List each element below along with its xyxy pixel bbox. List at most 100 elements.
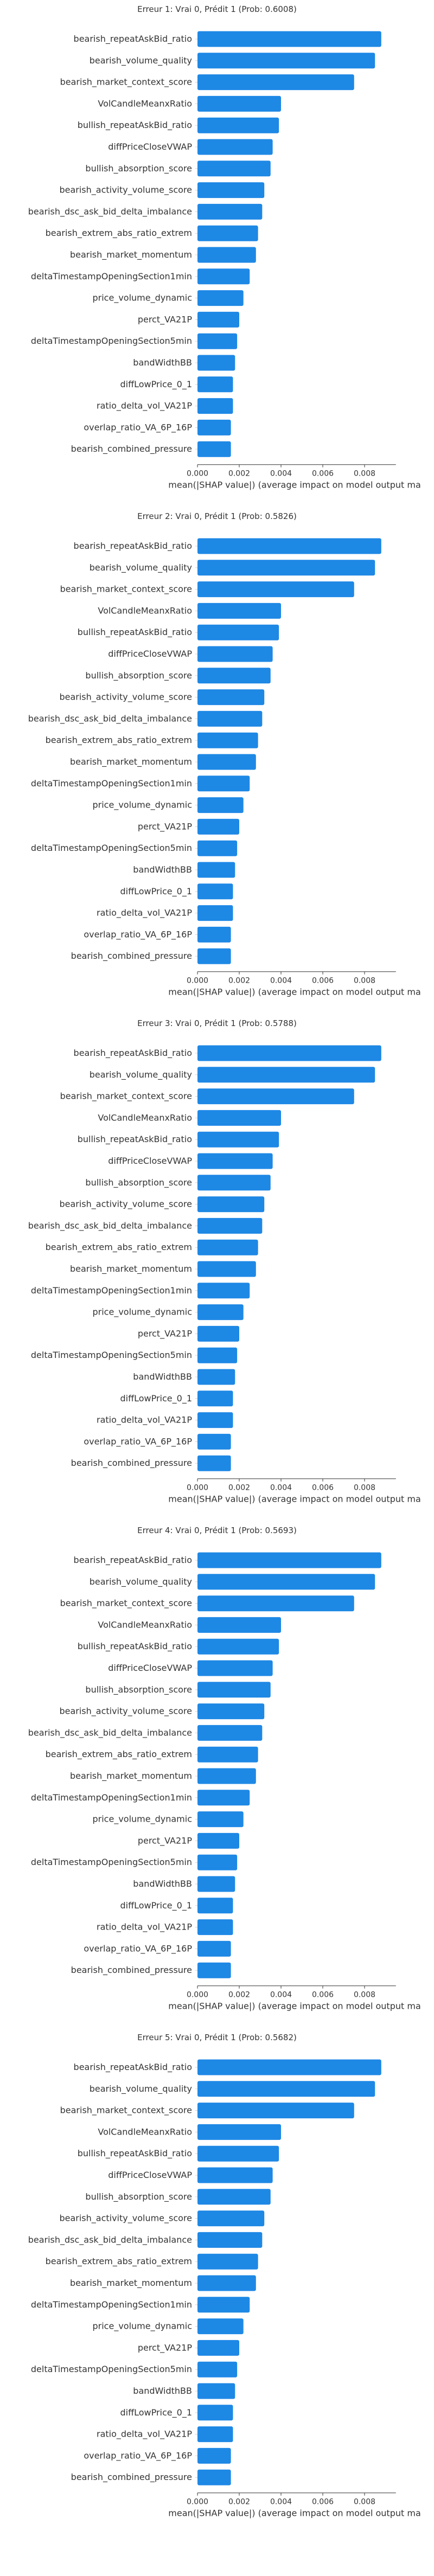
category-label: overlap_ratio_VA_6P_16P (84, 929, 192, 940)
category-label: overlap_ratio_VA_6P_16P (84, 1436, 192, 1447)
shap-bar (197, 2361, 238, 2378)
category-label: deltaTimestampOpeningSection5min (31, 1857, 192, 1867)
shap-bar (197, 247, 256, 263)
x-axis-label: mean(|SHAP value|) (average impact on mo… (168, 480, 420, 490)
x-tick-label: 0.006 (312, 2498, 334, 2507)
shap-bar (197, 1617, 281, 1633)
shap-bar (197, 1433, 231, 1450)
x-tick-label: 0.006 (312, 1484, 334, 1492)
shap-bar (197, 560, 375, 576)
category-label: bearish_combined_pressure (71, 1458, 192, 1469)
shap-bar-chart: Erreur 5: Vrai 0, Prédit 1 (Prob: 0.5682… (28, 2033, 421, 2519)
shap-bar (197, 1067, 375, 1083)
category-label: bullish_repeatAskBid_ratio (78, 1134, 192, 1145)
category-label: bearish_market_momentum (70, 757, 192, 767)
category-label: bearish_market_momentum (70, 249, 192, 260)
shap-bar (197, 905, 233, 921)
x-tick-label: 0.002 (228, 1991, 250, 2000)
shap-bar (197, 1390, 233, 1407)
category-label: bearish_dsc_ask_bid_delta_imbalance (28, 1727, 192, 1738)
shap-bar (197, 139, 273, 155)
shap-bar (197, 2426, 233, 2443)
category-label: deltaTimestampOpeningSection1min (31, 2299, 192, 2310)
chart-title: Erreur 1: Vrai 0, Prédit 1 (Prob: 0.6008… (137, 4, 297, 14)
shap-bar (197, 689, 265, 706)
category-label: bandWidthBB (133, 1372, 192, 1382)
shap-bar (197, 2167, 273, 2183)
category-label: diffPriceCloseVWAP (108, 1663, 192, 1673)
shap-bar (197, 268, 250, 285)
category-label: bullish_absorption_score (85, 163, 192, 174)
category-label: VolCandleMeanxRatio (98, 1112, 192, 1123)
shap-bar (197, 1919, 233, 1936)
shap-bar (197, 862, 235, 878)
shap-bar (197, 1455, 231, 1471)
shap-bar-chart: Erreur 2: Vrai 0, Prédit 1 (Prob: 0.5826… (28, 511, 421, 997)
shap-bar (197, 398, 233, 414)
x-axis-label: mean(|SHAP value|) (average impact on mo… (168, 1494, 420, 1504)
x-tick-label: 0.004 (270, 1991, 292, 2000)
x-tick-label: 0.008 (354, 977, 375, 985)
category-label: bandWidthBB (133, 864, 192, 875)
category-label: bearish_market_context_score (60, 584, 192, 595)
category-label: bearish_repeatAskBid_ratio (74, 1555, 192, 1566)
x-tick-label: 0.008 (354, 2498, 375, 2507)
shap-bar (197, 441, 231, 457)
category-label: bearish_combined_pressure (71, 1965, 192, 1976)
category-label: price_volume_dynamic (93, 1307, 193, 1318)
category-label: bearish_market_context_score (60, 1091, 192, 1102)
shap-bar (197, 203, 263, 220)
shap-bar (197, 311, 239, 328)
x-tick-label: 0.006 (312, 1991, 334, 2000)
category-label: perct_VA21P (138, 1835, 193, 1846)
shap-bar (197, 2340, 239, 2356)
category-label: bearish_activity_volume_score (59, 2213, 192, 2224)
shap-bar (197, 1196, 265, 1213)
shap-bar (197, 668, 271, 684)
category-label: bearish_market_context_score (60, 2105, 192, 2116)
shap-bar (197, 883, 233, 900)
shap-bar (197, 117, 279, 133)
shap-bar (197, 1703, 265, 1720)
shap-bar (197, 2103, 354, 2119)
shap-bar (197, 1962, 231, 1978)
shap-bar (197, 1768, 256, 1784)
category-label: overlap_ratio_VA_6P_16P (84, 422, 192, 433)
shap-bar (197, 2447, 231, 2464)
category-label: price_volume_dynamic (93, 293, 193, 304)
category-label: price_volume_dynamic (93, 800, 193, 811)
chart-title: Erreur 2: Vrai 0, Prédit 1 (Prob: 0.5826… (137, 511, 297, 521)
shap-bar (197, 581, 354, 598)
shap-bar-chart: Erreur 3: Vrai 0, Prédit 1 (Prob: 0.5788… (28, 1018, 421, 1504)
category-label: ratio_delta_vol_VA21P (97, 1922, 192, 1933)
category-label: VolCandleMeanxRatio (98, 98, 192, 108)
shap-bar (197, 797, 244, 813)
shap-bar (197, 732, 258, 748)
chart-title: Erreur 4: Vrai 0, Prédit 1 (Prob: 0.5693… (137, 1526, 297, 1535)
shap-bar (197, 1790, 250, 1806)
shap-bar (197, 624, 279, 640)
shap-bar (197, 1595, 354, 1612)
category-label: diffLowPrice_0_1 (120, 886, 192, 897)
shap-bar (197, 333, 238, 349)
category-label: diffLowPrice_0_1 (120, 1900, 192, 1911)
category-label: bearish_activity_volume_score (59, 692, 192, 703)
shap-bar (197, 74, 354, 91)
shap-bar (197, 419, 231, 435)
x-tick-label: 0.002 (228, 977, 250, 985)
shap-bar (197, 53, 375, 69)
category-label: bearish_extrem_abs_ratio_extrem (46, 2256, 192, 2267)
shap-bar (197, 538, 381, 554)
shap-bar (197, 2210, 265, 2227)
category-label: ratio_delta_vol_VA21P (97, 401, 192, 412)
shap-bar (197, 2081, 375, 2097)
shap-bar (197, 1217, 263, 1234)
shap-bar (197, 1239, 258, 1255)
category-label: bearish_repeatAskBid_ratio (74, 2062, 192, 2073)
category-label: perct_VA21P (138, 821, 193, 832)
category-label: bearish_dsc_ask_bid_delta_imbalance (28, 206, 192, 217)
category-label: deltaTimestampOpeningSection5min (31, 1350, 192, 1360)
shap-bar (197, 1940, 231, 1957)
x-axis-label: mean(|SHAP value|) (average impact on mo… (168, 2001, 420, 2011)
category-label: bandWidthBB (133, 357, 192, 368)
